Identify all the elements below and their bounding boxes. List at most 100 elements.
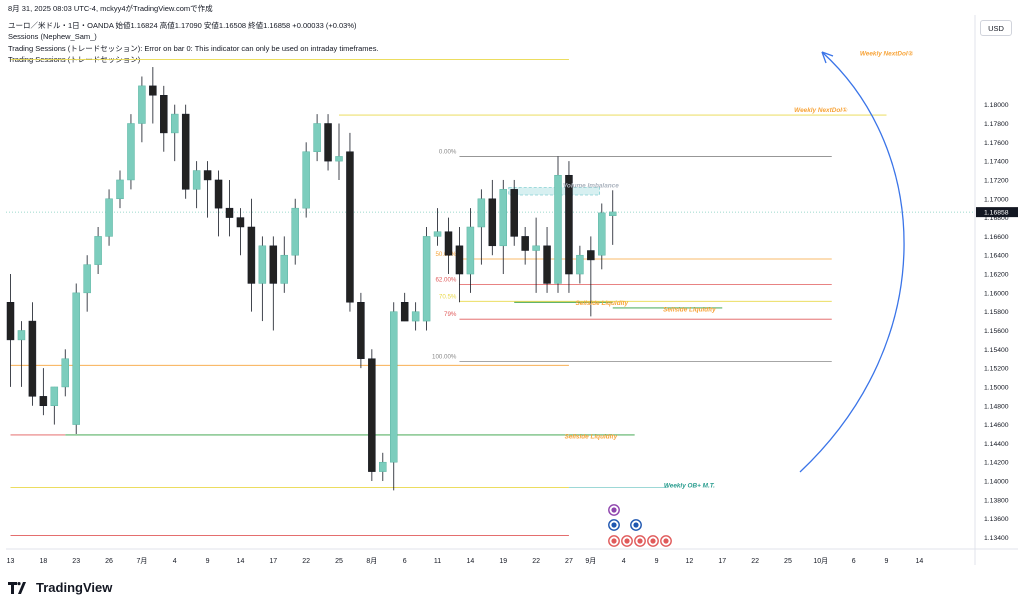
- candle-body: [521, 236, 529, 251]
- x-tick-label: 9: [885, 558, 889, 565]
- chart-annotation: Weekly NextDol①: [794, 107, 847, 114]
- y-tick-label: 1.15000: [984, 384, 1009, 391]
- candle: [400, 292, 409, 322]
- candle: [587, 236, 595, 317]
- candle: [225, 179, 234, 237]
- event-icon-dot: [633, 522, 639, 528]
- fib-level-label: 79%: [444, 311, 457, 318]
- candle: [50, 386, 59, 425]
- candle-body: [247, 226, 256, 284]
- fib-level-label: 70.5%: [439, 293, 457, 300]
- candle: [105, 189, 113, 246]
- y-tick-label: 1.14400: [984, 441, 1009, 448]
- candle-body: [291, 207, 299, 256]
- candle-body: [181, 113, 190, 190]
- us-flag-event-icon-dot: [637, 538, 643, 544]
- candle-body: [510, 189, 518, 237]
- candle: [554, 156, 562, 293]
- candle-body: [587, 250, 595, 261]
- y-tick-label: 1.16200: [984, 272, 1009, 279]
- candle: [138, 76, 146, 143]
- fib-level-label: 100.00%: [432, 354, 457, 361]
- candle-body: [543, 245, 551, 284]
- candle: [488, 179, 497, 256]
- candle-body: [171, 113, 179, 134]
- candle-body: [598, 212, 606, 256]
- candle-body: [477, 198, 486, 228]
- candle: [346, 132, 354, 312]
- y-tick-label: 1.13600: [984, 516, 1009, 523]
- symbol-ohlc-line: ユーロ／米ドル・1日・OANDA 始値1.16824 高値1.17090 安値1…: [8, 20, 357, 31]
- y-tick-label: 1.13800: [984, 497, 1009, 504]
- candle: [576, 245, 584, 284]
- tradingview-logo-icon: [8, 581, 26, 594]
- candle-body: [105, 198, 113, 237]
- candle: [368, 349, 376, 482]
- y-tick-label: 1.16800: [984, 215, 1009, 222]
- candle: [61, 349, 69, 397]
- candle: [444, 217, 453, 275]
- x-tick-label: 9: [655, 558, 659, 565]
- candle: [532, 217, 540, 293]
- x-tick-label: 19: [499, 558, 507, 565]
- candle: [609, 190, 617, 245]
- indicator-sessions[interactable]: Sessions (Nephew_Sam_): [8, 32, 97, 41]
- candle: [39, 368, 48, 416]
- x-tick-label: 22: [751, 558, 759, 565]
- symbol-title: ユーロ／米ドル・1日・OANDA: [8, 21, 114, 30]
- candle: [171, 104, 179, 162]
- candle: [543, 226, 551, 293]
- candle-body: [83, 264, 91, 294]
- candle-body: [444, 231, 453, 256]
- x-tick-label: 14: [915, 558, 923, 565]
- x-tick-label: 6: [403, 558, 407, 565]
- candle: [269, 236, 278, 331]
- chart-annotation: Sellside Liquidity: [565, 434, 618, 441]
- candle: [466, 208, 475, 293]
- candle-body: [50, 386, 59, 407]
- candle-body: [225, 207, 234, 218]
- x-tick-label: 17: [718, 558, 726, 565]
- us-flag-event-icon-dot: [663, 538, 669, 544]
- candle: [510, 179, 518, 246]
- candle-body: [565, 174, 573, 275]
- candle: [324, 114, 332, 171]
- candle: [6, 274, 15, 387]
- x-tick-label: 7月: [136, 557, 147, 565]
- y-tick-label: 1.17200: [984, 177, 1009, 184]
- fib-level-label: 62.00%: [435, 276, 456, 283]
- candle-body: [433, 231, 442, 237]
- candle: [499, 179, 507, 275]
- candle-body: [499, 189, 507, 247]
- chart-header-line1: 8月 31, 2025 08:03 UTC-4, mckyy4がTradingV…: [8, 4, 213, 13]
- candle-body: [335, 156, 343, 162]
- x-tick-label: 18: [39, 558, 47, 565]
- chart-annotation: Weekly OB+ M.T.: [664, 482, 715, 489]
- chart-annotation: Weekly NextDol②: [860, 51, 913, 58]
- x-tick-label: 8月: [366, 557, 377, 565]
- x-tick-label: 14: [237, 558, 245, 565]
- indicator-trading-sessions-error[interactable]: Trading Sessions (トレードセッション): Error on b…: [8, 44, 379, 53]
- candle: [94, 226, 102, 275]
- us-flag-event-icon-dot: [650, 538, 656, 544]
- candle: [291, 198, 299, 265]
- tradingview-footer: TradingView: [8, 580, 112, 595]
- candle: [160, 85, 168, 152]
- candle: [116, 170, 124, 209]
- x-tick-label: 17: [269, 558, 277, 565]
- y-tick-label: 1.15200: [984, 366, 1009, 373]
- tradingview-brand: TradingView: [36, 580, 113, 595]
- candle: [390, 302, 398, 491]
- candle: [335, 123, 343, 180]
- candle: [477, 189, 486, 265]
- author: mckyy4がTradingView.comで作成: [100, 4, 213, 13]
- x-tick-label: 27: [565, 558, 573, 565]
- candle: [302, 142, 310, 218]
- event-icon-dot: [611, 522, 617, 528]
- candle: [379, 452, 387, 482]
- candle: [280, 236, 288, 293]
- currency-button[interactable]: USD: [980, 20, 1012, 36]
- candle-body: [532, 245, 540, 251]
- y-tick-label: 1.17800: [984, 121, 1009, 128]
